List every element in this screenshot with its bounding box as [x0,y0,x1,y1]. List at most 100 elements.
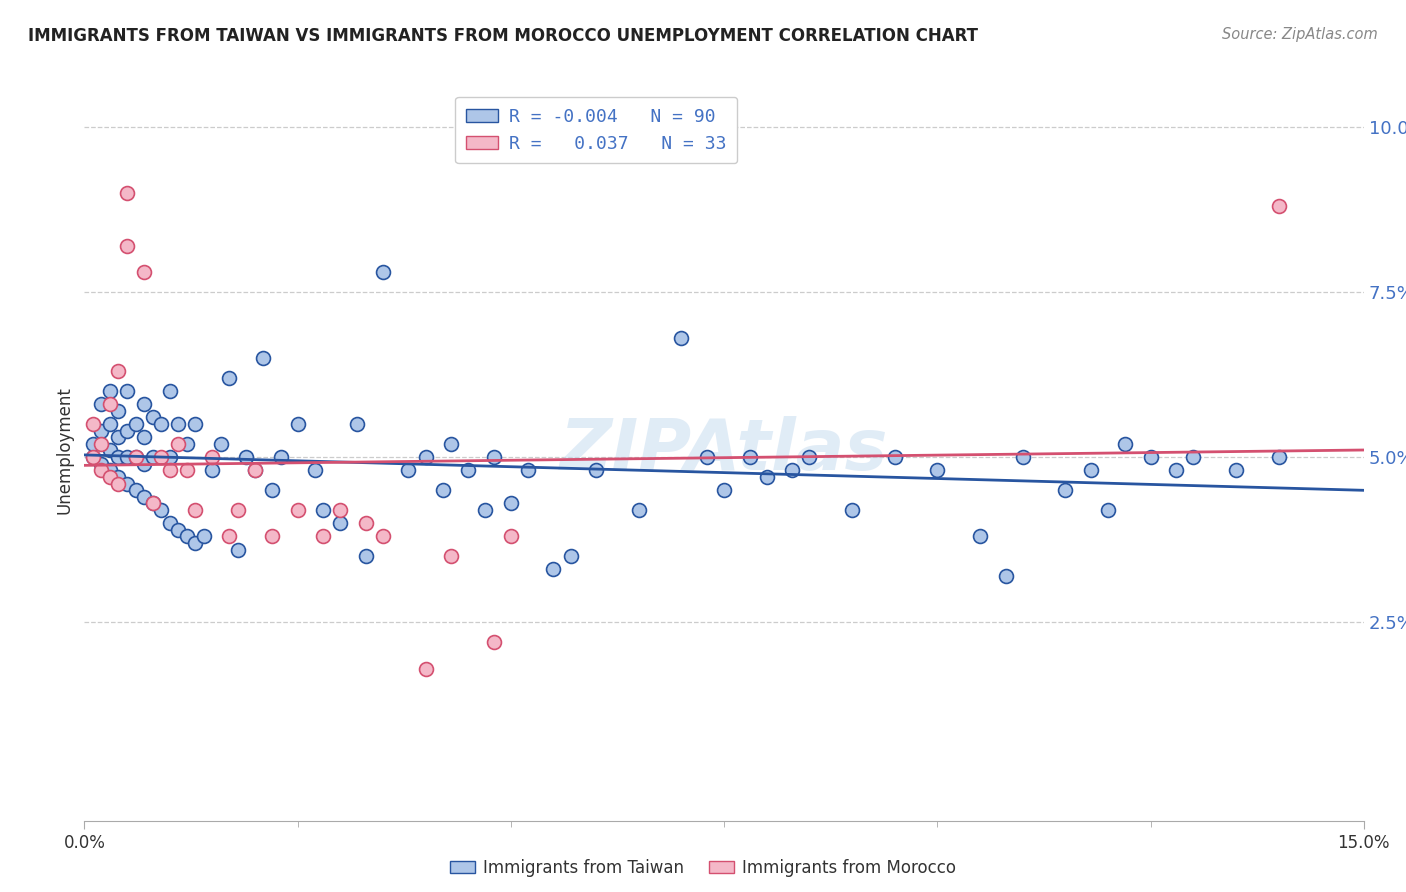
Point [98,443,121,458]
Point [98,384,121,398]
Point [226,503,249,517]
Point [243,463,266,477]
Point [218,370,240,384]
Text: ZIPAtlas: ZIPAtlas [560,416,889,485]
Point [115,450,138,464]
Point [516,463,538,477]
Point [107,450,129,464]
Point [150,417,173,431]
Point [132,490,155,504]
Point [90,463,112,477]
Point [371,529,394,543]
Point [201,450,224,464]
Point [159,450,181,464]
Point [457,463,479,477]
Point [124,450,146,464]
Point [107,476,129,491]
Point [115,384,138,398]
Legend: Immigrants from Taiwan, Immigrants from Morocco: Immigrants from Taiwan, Immigrants from … [443,853,963,884]
Point [82,417,104,431]
Point [354,516,377,531]
Point [841,503,863,517]
Point [90,457,112,471]
Point [585,463,607,477]
Point [167,437,190,451]
Point [90,437,112,451]
Point [696,450,718,464]
Point [260,529,283,543]
Point [474,503,496,517]
Point [209,437,232,451]
Point [312,529,335,543]
Point [159,516,181,531]
Point [132,397,155,411]
Point [150,503,173,517]
Point [124,417,146,431]
Point [142,496,165,510]
Point [142,410,165,425]
Point [82,450,104,464]
Point [184,417,207,431]
Point [440,549,463,564]
Point [124,483,146,497]
Point [82,437,104,451]
Point [782,463,804,477]
Point [98,417,121,431]
Point [167,417,190,431]
Point [713,483,735,497]
Point [627,503,650,517]
Point [159,384,181,398]
Point [1166,463,1188,477]
Point [883,450,905,464]
Point [927,463,949,477]
Point [252,351,274,365]
Point [142,496,165,510]
Point [1267,450,1289,464]
Point [440,437,463,451]
Point [1011,450,1033,464]
Point [671,331,693,345]
Point [243,463,266,477]
Point [176,529,198,543]
Point [132,430,155,444]
Point [115,238,138,252]
Point [287,417,309,431]
Point [82,450,104,464]
Point [799,450,821,464]
Point [159,463,181,477]
Text: Source: ZipAtlas.com: Source: ZipAtlas.com [1222,27,1378,42]
Point [1182,450,1205,464]
Point [482,635,505,649]
Point [115,476,138,491]
Point [226,542,249,557]
Point [304,463,326,477]
Point [499,529,522,543]
Point [560,549,582,564]
Point [1139,450,1161,464]
Point [107,404,129,418]
Point [1097,503,1119,517]
Text: IMMIGRANTS FROM TAIWAN VS IMMIGRANTS FROM MOROCCO UNEMPLOYMENT CORRELATION CHART: IMMIGRANTS FROM TAIWAN VS IMMIGRANTS FRO… [28,27,979,45]
Point [132,457,155,471]
Point [142,450,165,464]
Point [98,463,121,477]
Point [432,483,454,497]
Point [201,463,224,477]
Point [176,463,198,477]
Point [1080,463,1102,477]
Point [107,364,129,378]
Point [184,503,207,517]
Point [260,483,283,497]
Point [98,470,121,484]
Point [1267,199,1289,213]
Point [994,569,1017,583]
Point [543,562,565,576]
Y-axis label: Unemployment: Unemployment [55,386,73,515]
Point [287,503,309,517]
Point [90,424,112,438]
Point [218,529,240,543]
Point [124,450,146,464]
Point [354,549,377,564]
Point [346,417,368,431]
Point [115,186,138,200]
